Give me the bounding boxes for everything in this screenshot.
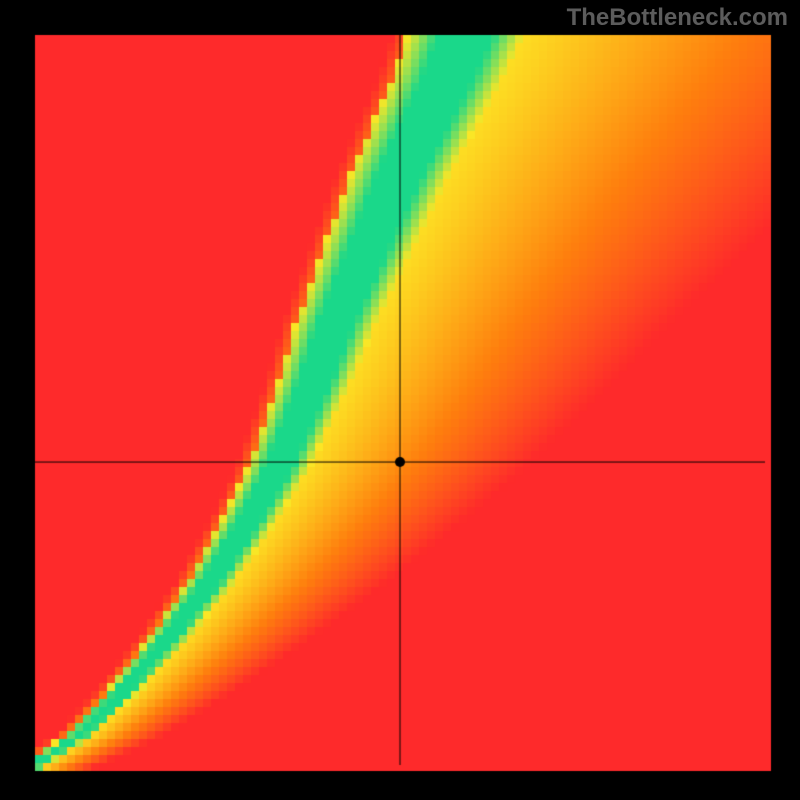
heatmap-canvas <box>0 0 800 800</box>
heatmap-container: TheBottleneck.com <box>0 0 800 800</box>
